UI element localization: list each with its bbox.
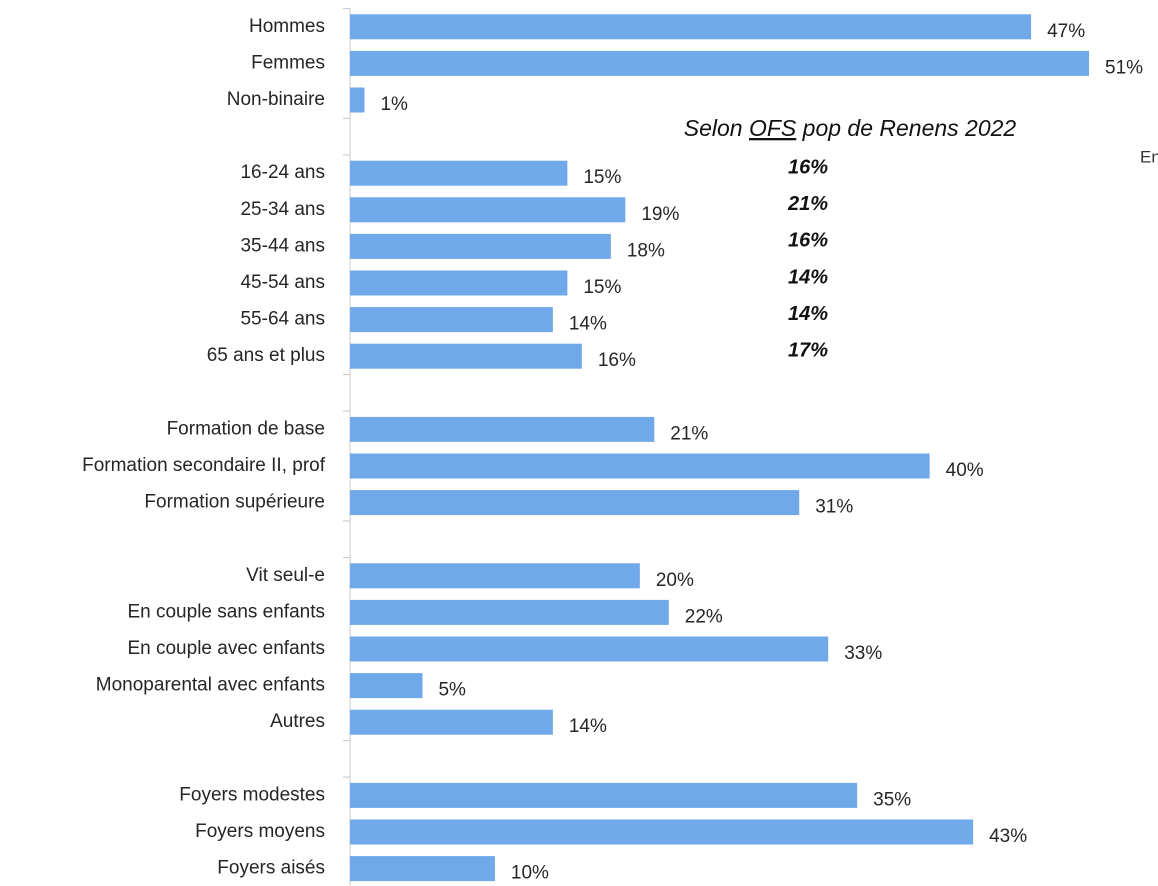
category-label: Foyers aisés — [217, 858, 325, 879]
side-note: En — [1140, 147, 1158, 166]
data-label: 20% — [656, 570, 694, 591]
ofs-value: 14% — [788, 303, 828, 325]
data-label: 47% — [1047, 21, 1085, 42]
category-label: Hommes — [249, 16, 325, 37]
bar — [350, 233, 611, 259]
bar — [350, 673, 423, 699]
ofs-title-part: OFS — [749, 115, 797, 141]
category-label: 55-64 ans — [240, 309, 325, 330]
category-label: Formation supérieure — [144, 492, 325, 513]
data-label: 21% — [670, 423, 708, 444]
data-label: 14% — [569, 716, 607, 737]
data-label: 19% — [641, 204, 679, 225]
bar — [350, 819, 974, 845]
category-label: Vit seul-e — [246, 565, 325, 586]
data-label: 18% — [627, 240, 665, 261]
data-label: 22% — [685, 606, 723, 627]
bar — [350, 343, 582, 369]
bar — [350, 782, 858, 808]
bar — [350, 14, 1032, 40]
data-label: 35% — [873, 789, 911, 810]
data-label: 33% — [844, 643, 882, 664]
ofs-value: 16% — [788, 156, 828, 178]
bar — [350, 453, 930, 479]
ofs-value: 14% — [788, 266, 828, 288]
category-label: Foyers modestes — [179, 784, 325, 805]
category-label: Formation de base — [167, 418, 325, 439]
category-label: Formation secondaire II, prof — [82, 455, 326, 476]
data-label: 5% — [438, 680, 466, 701]
bar — [350, 599, 669, 625]
data-label: 10% — [511, 863, 549, 884]
category-label: En couple avec enfants — [127, 638, 325, 659]
category-label: Autres — [270, 711, 325, 732]
data-label: 15% — [583, 167, 621, 188]
bar — [350, 87, 365, 113]
bar — [350, 50, 1090, 76]
data-label: 40% — [946, 460, 984, 481]
ofs-title: Selon OFS pop de Renens 2022 — [684, 115, 1017, 141]
bar — [350, 563, 640, 589]
data-label: 14% — [569, 314, 607, 335]
bar — [350, 416, 655, 442]
ofs-title-part: Selon — [684, 115, 749, 141]
ofs-value: 21% — [787, 193, 828, 215]
bar — [350, 856, 495, 882]
category-label: Femmes — [251, 52, 325, 73]
data-label: 1% — [380, 94, 408, 115]
ofs-value: 17% — [788, 339, 828, 361]
category-label: 35-44 ans — [240, 235, 325, 256]
data-label: 31% — [815, 497, 853, 518]
bar — [350, 709, 553, 735]
bar — [350, 197, 626, 223]
bar — [350, 307, 553, 333]
bar — [350, 636, 829, 662]
ofs-value: 16% — [788, 230, 828, 252]
bar — [350, 490, 800, 516]
bar — [350, 270, 568, 296]
data-label: 51% — [1105, 57, 1143, 78]
category-label: Monoparental avec enfants — [96, 675, 325, 696]
ofs-title-part: pop de Renens 2022 — [796, 115, 1016, 141]
data-label: 43% — [989, 826, 1027, 847]
category-label: 16-24 ans — [240, 162, 325, 183]
data-label: 15% — [583, 277, 621, 298]
category-label: 25-34 ans — [240, 199, 325, 220]
category-label: Non-binaire — [227, 89, 325, 110]
category-label: Foyers moyens — [195, 821, 325, 842]
bar — [350, 160, 568, 186]
category-label: 65 ans et plus — [207, 345, 325, 366]
category-label: 45-54 ans — [240, 272, 325, 293]
category-label: En couple sans enfants — [127, 601, 325, 622]
data-label: 16% — [598, 350, 636, 371]
